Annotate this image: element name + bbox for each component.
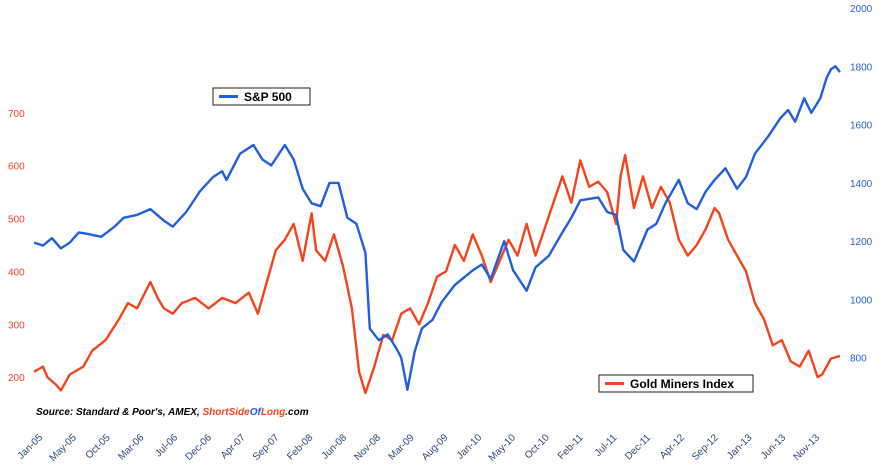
left-axis-ticks: 200 300 400 500 600 700: [8, 109, 25, 384]
x-tick-label: Jan-05: [16, 432, 46, 462]
x-tick-label: Feb-08: [285, 432, 315, 462]
x-tick-label: Jul-06: [153, 432, 180, 459]
source-suffix: .com: [285, 407, 308, 418]
x-tick-label: Apr-12: [658, 432, 687, 461]
x-tick-label: Oct-05: [84, 432, 113, 461]
left-tick-label: 600: [8, 162, 25, 173]
left-tick-label: 400: [8, 267, 25, 278]
source-brand-a: ShortSide: [202, 407, 250, 418]
legend-sp500-label: S&P 500: [244, 90, 292, 104]
legend-gold-miners: Gold Miners Index: [598, 374, 754, 393]
series-line-gold-miners: [33, 153, 841, 395]
legend-gold-label: Gold Miners Index: [630, 377, 734, 391]
x-tick-label: Jul-11: [593, 432, 620, 459]
right-axis-ticks: 800 1000 1200 1400 1600 1800 2000: [850, 4, 873, 365]
right-tick-label: 2000: [850, 4, 873, 15]
right-tick-label: 1800: [850, 62, 873, 73]
x-tick-label: Nov-13: [792, 432, 823, 463]
x-tick-label: Nov-08: [352, 432, 383, 463]
x-tick-label: May-10: [487, 432, 519, 464]
source-brand-b: Of: [250, 407, 263, 418]
x-tick-label: Mar-06: [116, 432, 146, 462]
left-tick-label: 300: [8, 320, 25, 331]
left-tick-label: 700: [8, 109, 25, 120]
x-axis-ticks: Jan-05 May-05 Oct-05 Mar-06 Jul-06 Dec-06 Apr-…: [16, 432, 823, 464]
x-tick-label: Dec-11: [623, 432, 653, 462]
source-brand-c: Long: [261, 407, 285, 418]
x-tick-label: Jun-08: [320, 432, 350, 462]
x-tick-label: Dec-06: [183, 432, 214, 463]
source-text: Source: Standard & Poor's, AMEX, ShortSi…: [36, 407, 309, 418]
series-lines: [33, 65, 841, 395]
left-tick-label: 200: [8, 373, 25, 384]
x-tick-label: Jan-10: [455, 432, 485, 462]
series-line-sp500: [33, 65, 841, 391]
legend-sp500: S&P 500: [212, 87, 311, 106]
legend-sp500-box: [212, 87, 311, 106]
legend-gold-box: [598, 374, 754, 393]
right-tick-label: 800: [850, 354, 867, 365]
x-tick-label: Aug-09: [420, 432, 451, 463]
x-tick-label: Oct-10: [523, 432, 552, 461]
right-tick-label: 1000: [850, 295, 873, 306]
x-tick-label: Apr-07: [219, 432, 248, 461]
x-tick-label: Feb-11: [556, 432, 586, 462]
x-tick-label: May-05: [48, 432, 80, 464]
x-tick-label: Jan-13: [725, 432, 755, 462]
x-tick-label: Sep-12: [690, 432, 721, 463]
right-tick-label: 1400: [850, 179, 873, 190]
left-tick-label: 500: [8, 215, 25, 226]
right-tick-label: 1600: [850, 121, 873, 132]
right-tick-label: 1200: [850, 237, 873, 248]
x-tick-label: Sep-07: [251, 432, 282, 463]
x-tick-label: Jun-13: [759, 432, 789, 462]
source-prefix: Source: Standard & Poor's, AMEX,: [36, 407, 202, 418]
x-tick-label: Mar-09: [387, 432, 417, 462]
